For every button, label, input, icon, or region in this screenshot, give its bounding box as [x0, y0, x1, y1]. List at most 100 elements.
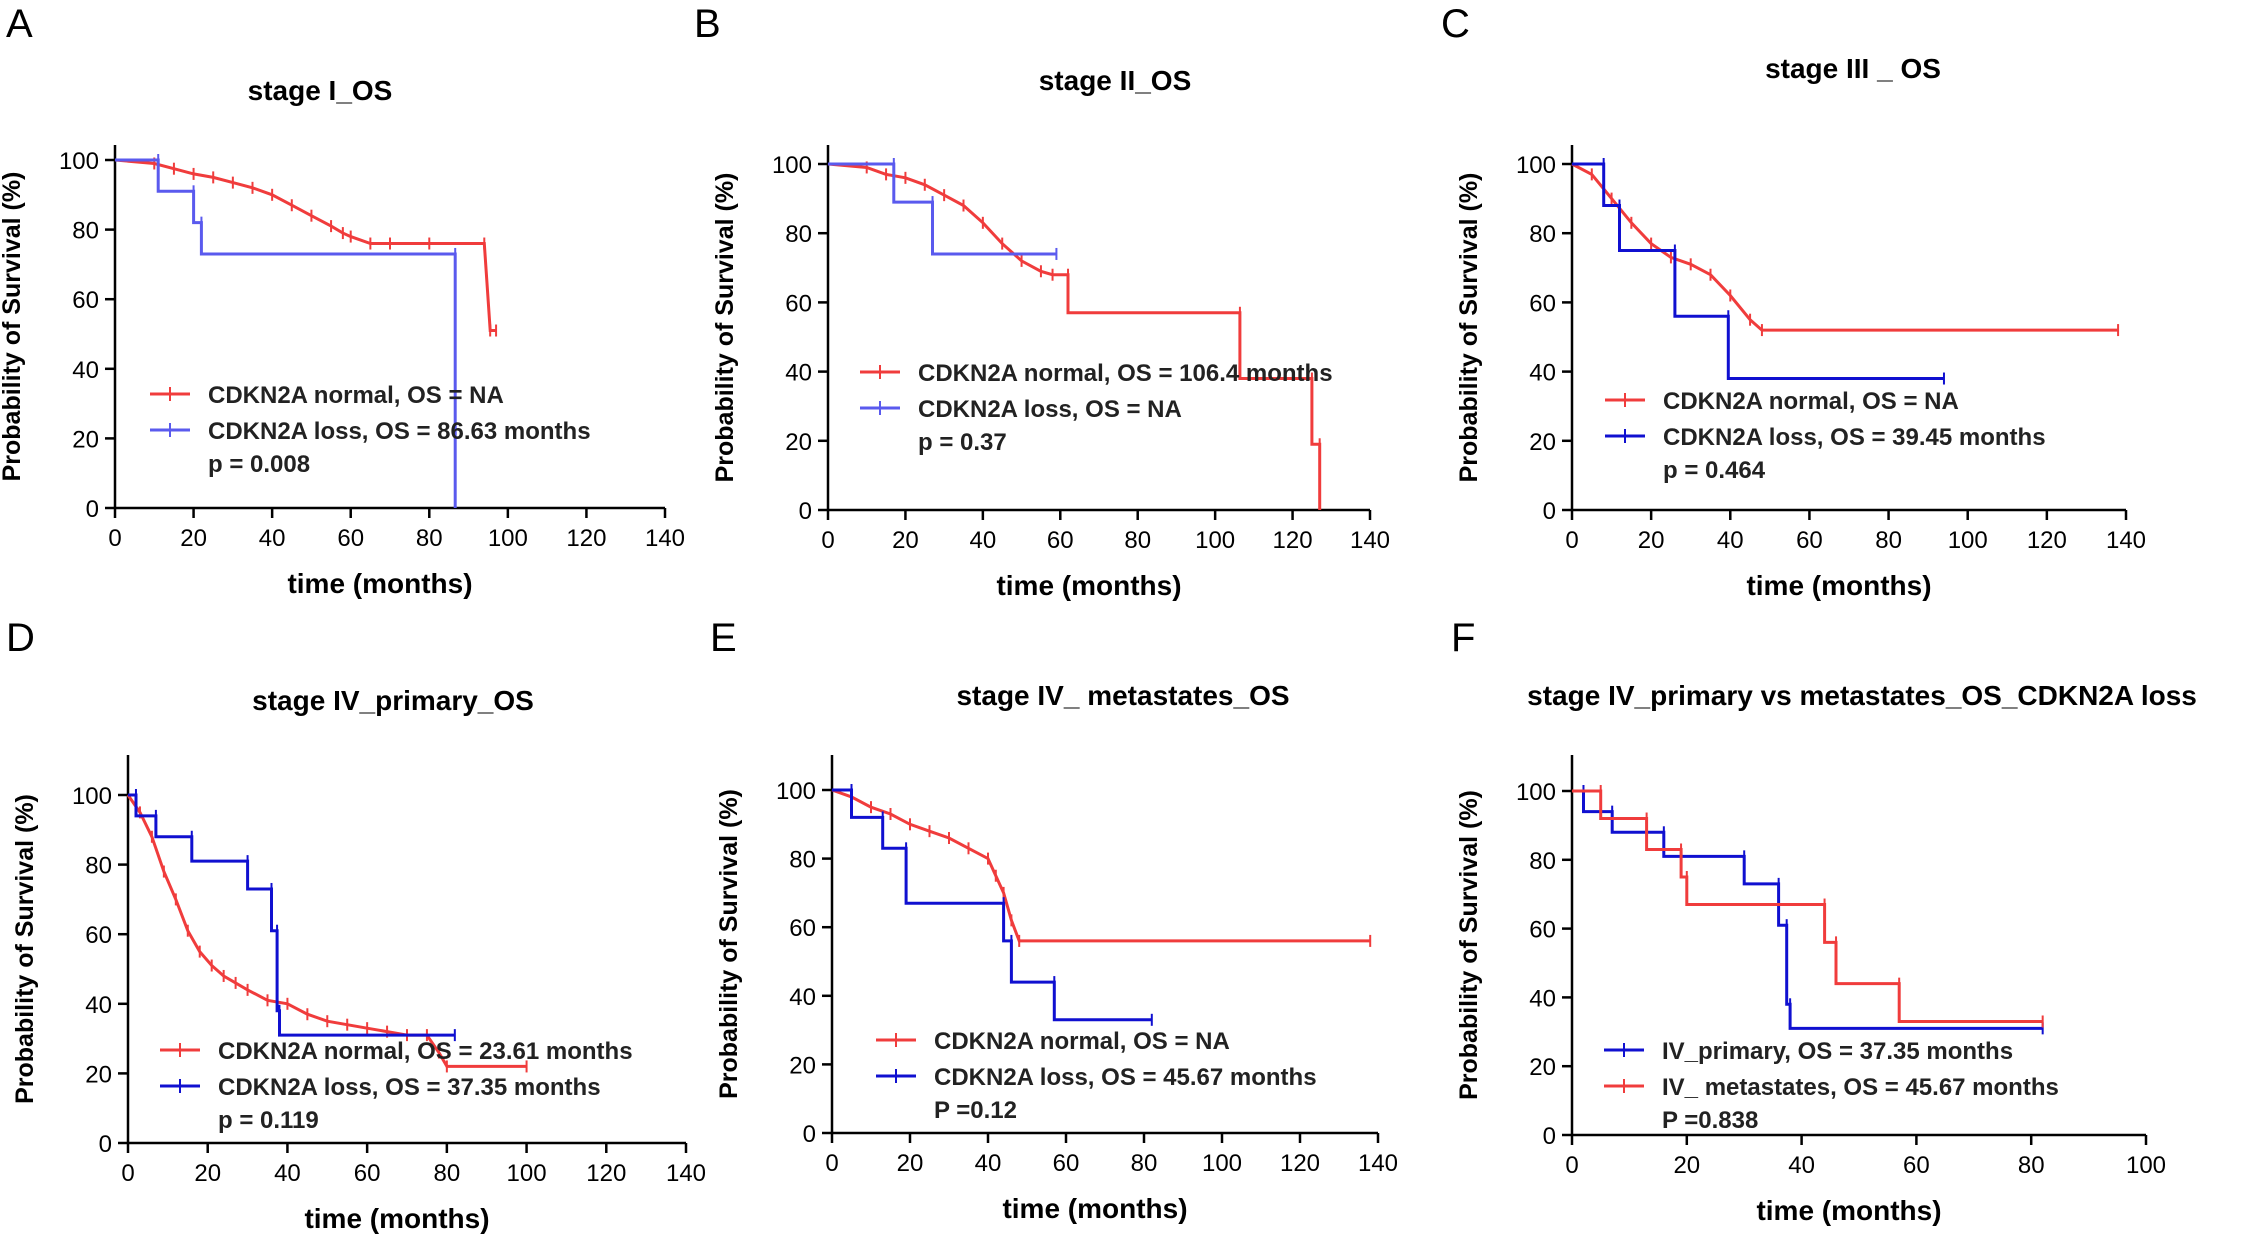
y-tick-label: 60 [1529, 290, 1556, 317]
y-axis-label: Probability of Survival (%) [11, 794, 39, 1104]
legend-label-1: CDKN2A normal, OS = NA [208, 382, 504, 409]
panel-letter-B: B [694, 2, 721, 46]
x-tick-label: 80 [1131, 1150, 1158, 1177]
x-axis-label: time (months) [287, 568, 472, 599]
chart-panel-A: stage I_OS 0 20 40 60 80 100 120 140 0 20 40 60 80 100… [0, 75, 685, 599]
x-tick-label: 20 [892, 527, 919, 554]
series-line-2 [128, 793, 455, 1037]
legend-label-1: CDKN2A normal, OS = NA [1663, 388, 1959, 415]
y-axis-label: Probability of Survival (%) [1455, 173, 1483, 483]
y-tick-label: 0 [1543, 498, 1556, 525]
y-tick-label: 0 [803, 1121, 816, 1148]
x-tick-label: 140 [2106, 527, 2146, 554]
series-line-1 [827, 162, 1322, 510]
x-tick-label: 20 [897, 1150, 924, 1177]
x-axis-label: time (months) [1002, 1193, 1187, 1224]
chart-title: stage III _ OS [1765, 53, 1941, 84]
x-tick-label: 100 [1948, 527, 1988, 554]
y-axis-label: Probability of Survival (%) [711, 173, 739, 483]
legend-label-2: CDKN2A loss, OS = 45.67 months [934, 1064, 1317, 1091]
series-line-2 [115, 158, 457, 508]
y-tick-label: 20 [785, 429, 812, 456]
x-tick-label: 120 [1280, 1150, 1320, 1177]
x-tick-label: 100 [507, 1160, 547, 1187]
x-tick-label: 100 [488, 525, 528, 552]
x-axis-label: time (months) [1756, 1195, 1941, 1226]
y-tick-label: 0 [86, 496, 99, 523]
legend-label-2: CDKN2A loss, OS = 86.63 months [208, 418, 591, 445]
x-tick-label: 40 [274, 1160, 301, 1187]
y-tick-label: 0 [99, 1131, 112, 1158]
p-value-label: p = 0.119 [218, 1107, 319, 1134]
series-line-2 [1572, 162, 1944, 380]
chart-title: stage IV_primary vs metastates_OS_CDKN2A… [1527, 680, 2197, 711]
y-tick-label: 100 [772, 152, 812, 179]
series-line-1 [114, 158, 497, 332]
chart-title: stage II_OS [1039, 65, 1192, 96]
x-tick-label: 20 [194, 1160, 221, 1187]
y-axis-label: Probability of Survival (%) [1455, 790, 1483, 1100]
x-tick-label: 120 [586, 1160, 626, 1187]
p-value-label: p = 0.464 [1663, 457, 1766, 484]
y-tick-label: 60 [72, 287, 99, 314]
x-axis-label: time (months) [996, 570, 1181, 601]
series-line-1 [1571, 162, 2119, 332]
legend-label-2: CDKN2A loss, OS = NA [918, 396, 1182, 423]
x-tick-label: 60 [1903, 1152, 1930, 1179]
series-line-1 [831, 788, 1371, 943]
y-tick-label: 20 [789, 1052, 816, 1079]
y-tick-label: 100 [1516, 152, 1556, 179]
x-tick-label: 140 [645, 525, 685, 552]
y-tick-label: 20 [85, 1061, 112, 1088]
y-tick-label: 60 [1529, 917, 1556, 944]
x-tick-label: 120 [566, 525, 606, 552]
y-tick-label: 40 [1529, 985, 1556, 1012]
chart-title: stage IV_ metastates_OS [956, 680, 1289, 711]
panel-letter-A: A [6, 2, 33, 46]
x-tick-label: 80 [2018, 1152, 2045, 1179]
p-value-label: p = 0.37 [918, 429, 1007, 456]
y-axis-label: Probability of Survival (%) [715, 789, 743, 1099]
x-tick-label: 0 [825, 1150, 838, 1177]
y-tick-label: 100 [776, 778, 816, 805]
x-tick-label: 0 [821, 527, 834, 554]
y-tick-label: 0 [799, 498, 812, 525]
y-tick-label: 60 [789, 915, 816, 942]
chart-title: stage IV_primary_OS [252, 685, 534, 716]
x-tick-label: 20 [1673, 1152, 1700, 1179]
legend-label-2: IV_ metastates, OS = 45.67 months [1662, 1074, 2059, 1101]
x-tick-label: 80 [416, 525, 443, 552]
chart-panel-E: stage IV_ metastates_OS 0 20 40 60 80 100 120 14… [715, 680, 1398, 1224]
y-tick-label: 40 [785, 360, 812, 387]
x-tick-label: 80 [1875, 527, 1902, 554]
x-tick-label: 40 [975, 1150, 1002, 1177]
x-tick-label: 60 [1053, 1150, 1080, 1177]
x-tick-label: 0 [121, 1160, 134, 1187]
y-tick-label: 80 [785, 221, 812, 248]
panel-letter-D: D [6, 616, 35, 660]
y-tick-label: 80 [1529, 848, 1556, 875]
y-tick-label: 60 [785, 290, 812, 317]
legend-label-1: CDKN2A normal, OS = NA [934, 1028, 1230, 1055]
y-tick-label: 20 [1529, 429, 1556, 456]
x-tick-label: 40 [1717, 527, 1744, 554]
y-axis-label: Probability of Survival (%) [0, 172, 26, 482]
p-value-label: P =0.838 [1662, 1107, 1758, 1134]
x-tick-label: 60 [354, 1160, 381, 1187]
chart-title: stage I_OS [248, 75, 393, 106]
y-tick-label: 40 [85, 992, 112, 1019]
x-tick-label: 140 [1358, 1150, 1398, 1177]
y-tick-label: 80 [1529, 221, 1556, 248]
series-line-2 [828, 162, 1057, 256]
legend-label-1: IV_primary, OS = 37.35 months [1662, 1038, 2013, 1065]
x-tick-label: 80 [1124, 527, 1151, 554]
y-tick-label: 60 [85, 922, 112, 949]
x-tick-label: 20 [1638, 527, 1665, 554]
chart-panel-F: stage IV_primary vs metastates_OS_CDKN2A… [1455, 680, 2197, 1226]
x-tick-label: 0 [1565, 527, 1578, 554]
x-tick-label: 60 [1047, 527, 1074, 554]
y-tick-label: 40 [789, 984, 816, 1011]
x-tick-label: 40 [1788, 1152, 1815, 1179]
